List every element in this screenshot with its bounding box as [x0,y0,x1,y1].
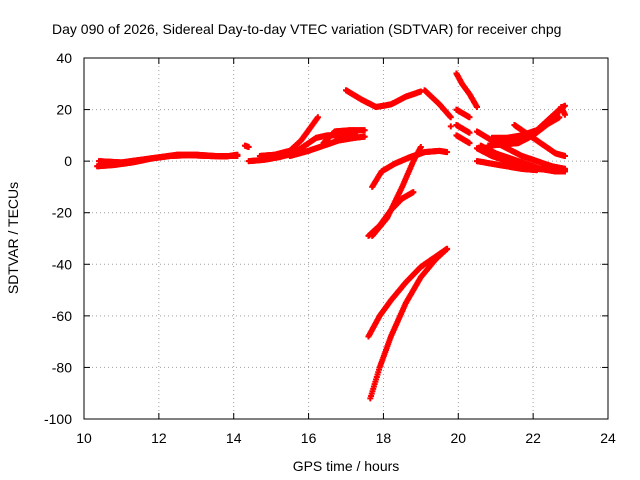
data-point [361,127,368,134]
data-point [361,133,368,140]
data-point [533,167,540,174]
data-point [447,123,454,130]
series-arc15 [447,123,454,130]
data-point [444,245,451,252]
x-tick-labels: 10 12 14 16 18 20 22 24 [76,430,616,446]
grid-lines [84,58,608,419]
series-arc06 [286,133,368,159]
series-arc28 [558,103,568,118]
data-point [410,189,417,196]
data-point [314,114,321,121]
x-tick-label: 18 [376,430,392,446]
y-axis-label: SDTVAR / TECUs [5,182,21,294]
data-point [561,167,568,174]
series-arc27 [474,158,540,174]
x-tick-label: 14 [226,430,242,446]
series-arc19 [453,132,473,147]
x-tick-label: 12 [151,430,167,446]
series-arc05 [256,114,321,159]
series-arc18 [453,122,473,136]
series-arc08 [343,87,424,110]
series-arc14 [367,245,451,402]
series-arc16 [453,70,480,110]
data-point [466,140,473,147]
data-point [561,111,568,118]
series-arc25 [485,114,563,149]
y-tick-label: -40 [52,256,72,272]
data-point [444,149,451,156]
data-point [417,143,424,150]
plot-frame [83,57,609,420]
y-tick-label: -60 [52,308,72,324]
y-tick-label: 0 [64,153,72,169]
y-tick-labels: -100 -80 -60 -40 -20 0 20 40 [44,50,72,427]
x-tick-label: 22 [525,430,541,446]
series-arc17 [453,106,473,121]
x-tick-label: 10 [76,430,92,446]
series-arc02 [95,151,241,166]
series-arc03 [241,142,252,150]
data-point [245,143,252,150]
chart-title: Day 090 of 2026, Sidereal Day-to-day VTE… [52,21,561,37]
x-tick-label: 20 [450,430,466,446]
data-point [466,129,473,136]
data-point [447,114,454,121]
data-point [561,102,568,109]
data-point [234,152,241,159]
series-arc12 [369,143,424,239]
series-arc09 [421,87,454,121]
series-arc07 [320,127,368,147]
y-tick-label: 40 [56,50,72,66]
x-tick-label: 16 [301,430,317,446]
y-tick-label: -80 [52,359,72,375]
x-tick-label: 24 [600,430,616,446]
x-axis-label: GPS time / hours [293,458,400,474]
series-arc26 [511,122,568,159]
data-points [94,70,568,402]
axis-ticks [83,57,609,420]
data-point [561,152,568,159]
y-tick-label: -20 [52,205,72,221]
series-arc10 [369,147,451,190]
data-point [466,114,473,121]
data-point [556,114,563,121]
y-tick-label: 20 [56,102,72,118]
data-point [474,103,480,110]
y-tick-label: -100 [44,411,72,427]
